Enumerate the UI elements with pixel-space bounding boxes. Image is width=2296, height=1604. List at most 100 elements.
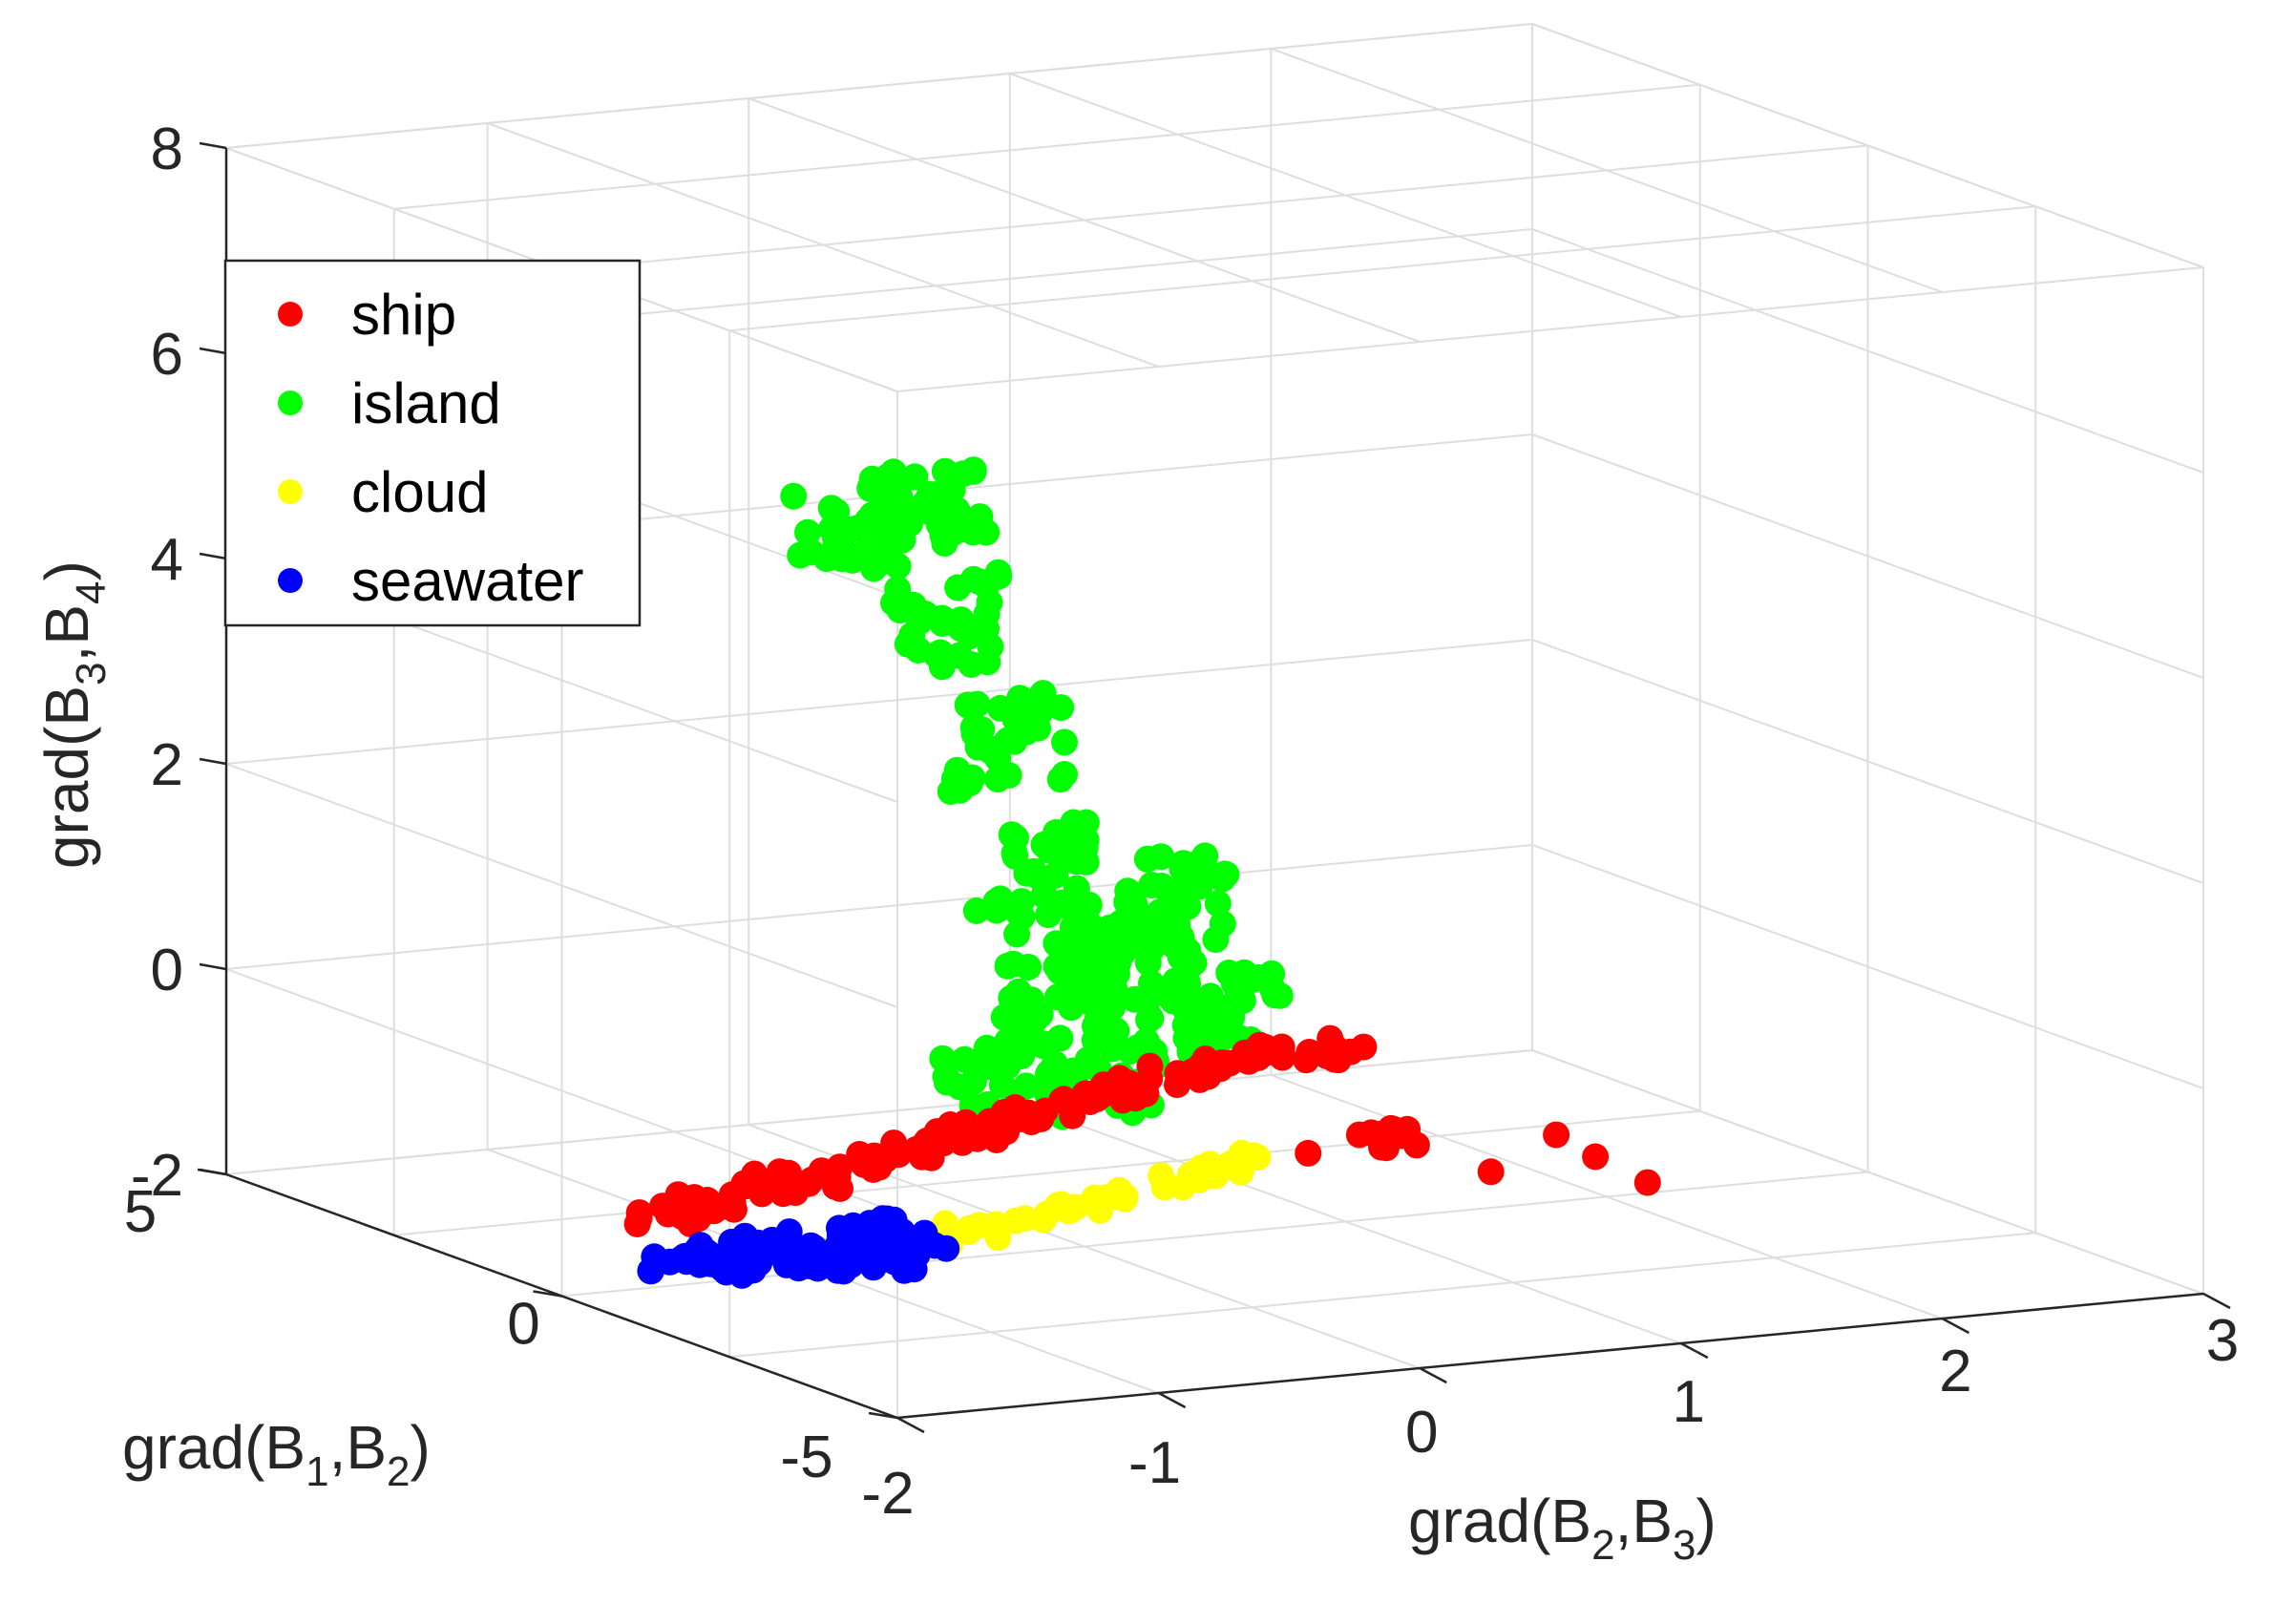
island-point (1026, 1001, 1054, 1028)
x-tick-label: 3 (2206, 1308, 2239, 1374)
island-point (1030, 831, 1058, 858)
legend-label-seawater: seawater (351, 549, 583, 613)
island-point (867, 549, 895, 577)
island-point (1051, 761, 1078, 788)
z-tick-mark (199, 552, 227, 560)
island-point (1072, 942, 1100, 970)
cloud-point (1111, 1185, 1138, 1213)
z-tick-label: 8 (151, 116, 183, 182)
ship-point (1295, 1139, 1322, 1167)
x-tick-mark (1680, 1341, 1709, 1360)
island-point (1096, 948, 1124, 976)
x-tick-label: 1 (1673, 1369, 1705, 1435)
x-axis-label: grad(B2,B3) (1408, 1487, 1717, 1569)
island-point (1135, 1006, 1163, 1034)
island-point (818, 515, 846, 542)
island-point (937, 778, 964, 805)
x-tick-label: -2 (861, 1461, 914, 1527)
data-points (623, 456, 1661, 1289)
legend-marker-seawater (278, 568, 303, 593)
ship-point (1262, 1038, 1290, 1066)
cloud-point (1001, 1207, 1029, 1235)
y-tick-labels: -5 0 5 (124, 1168, 898, 1490)
island-point (966, 568, 993, 596)
island-point (1085, 918, 1113, 946)
island-point (882, 496, 910, 523)
cloud-point (1214, 1151, 1242, 1179)
z-axis-label: grad(B3,B4) (32, 560, 115, 869)
z-tick-mark (199, 962, 227, 971)
ship-point (1207, 1053, 1234, 1081)
island-point (994, 728, 1022, 755)
ship-point (885, 1141, 913, 1169)
seawater-point (766, 1232, 793, 1259)
island-point (958, 651, 985, 678)
ship-point (1337, 1038, 1364, 1066)
island-point (947, 615, 975, 643)
island-point (787, 541, 814, 569)
island-point (982, 897, 1010, 924)
z-tick-label: 2 (151, 732, 183, 798)
island-point (937, 520, 964, 548)
cloud-point (1086, 1196, 1114, 1224)
y-tick-label: 0 (507, 1292, 539, 1358)
island-point (984, 766, 1012, 793)
grid-line (729, 205, 2036, 332)
island-point (1169, 850, 1197, 877)
island-point (1013, 712, 1041, 740)
legend-marker-ship (278, 302, 303, 327)
island-point (879, 458, 907, 486)
island-point (889, 526, 916, 554)
legend: ship island cloud seawater (223, 259, 642, 627)
island-point (1046, 1024, 1074, 1052)
cloud-point (1244, 1144, 1272, 1171)
legend-marker-island (278, 390, 303, 415)
island-point (973, 1036, 1001, 1063)
seawater-point (933, 1235, 960, 1262)
ship-point (862, 1144, 890, 1171)
island-point (1132, 921, 1160, 949)
y-tick-label: 5 (124, 1179, 157, 1245)
island-point (780, 482, 808, 510)
x-tick-labels: -2 -1 0 1 2 3 (861, 1292, 2239, 1527)
seawater-point (805, 1251, 832, 1278)
x-tick-mark (1158, 1391, 1187, 1409)
grid-line (225, 639, 1533, 765)
ship-point (1543, 1121, 1570, 1149)
z-tick-label: -2 (131, 1143, 183, 1209)
island-point (976, 588, 1003, 616)
island-point (904, 637, 932, 664)
island-point (880, 589, 907, 617)
island-point (968, 716, 996, 743)
island-point (1209, 1022, 1236, 1049)
z-tick-label: 4 (151, 527, 183, 593)
ship-point (667, 1187, 695, 1214)
island-point (1029, 680, 1057, 707)
ship-point (1582, 1143, 1610, 1171)
z-tick-mark (199, 141, 227, 150)
x-tick-mark (1941, 1317, 1970, 1335)
y-tick-mark (533, 1290, 562, 1298)
y-axis-label: grad(B1,B2) (122, 1413, 431, 1495)
z-tick-label: 6 (151, 322, 183, 388)
legend-label-ship: ship (351, 283, 456, 347)
x-tick-mark (1419, 1366, 1447, 1384)
ship-point (700, 1197, 727, 1225)
ship-point (1048, 1087, 1076, 1114)
island-point (1041, 1050, 1068, 1078)
island-point (1058, 896, 1085, 923)
seawater-point (824, 1233, 852, 1259)
grid-line (896, 266, 2204, 392)
x-tick-label: 0 (1405, 1400, 1438, 1466)
island-point (1261, 981, 1289, 1009)
island-point (932, 1063, 959, 1090)
island-point (1186, 873, 1213, 900)
cloud-point (1189, 1158, 1216, 1186)
island-point (959, 456, 987, 484)
ship-point (1377, 1114, 1404, 1142)
seawater-point (725, 1246, 752, 1274)
island-point (1172, 1024, 1200, 1052)
cloud-point (1148, 1162, 1175, 1190)
island-point (1072, 848, 1100, 876)
grid-line (561, 144, 1868, 271)
